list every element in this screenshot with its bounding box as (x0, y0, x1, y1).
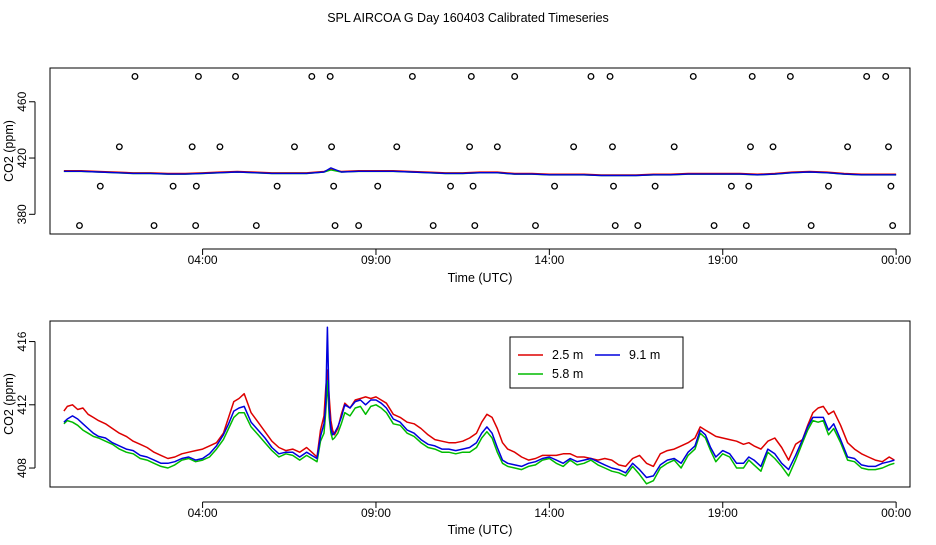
y-tick-label: 412 (15, 394, 29, 414)
x-tick-label: 04:00 (188, 506, 218, 520)
x-tick-label: 09:00 (361, 253, 391, 267)
calibration-point (727, 182, 735, 190)
calibration-point (393, 143, 401, 151)
calibration-point (355, 222, 363, 230)
series-line-1 (63, 369, 895, 468)
calibration-point (273, 182, 281, 190)
calibration-point (769, 143, 777, 151)
x-tick-label: 19:00 (708, 506, 738, 520)
calibration-point (551, 182, 559, 190)
page-title: SPL AIRCOA G Day 160403 Calibrated Times… (327, 11, 609, 25)
calibration-point (408, 72, 416, 80)
legend-label-2: 5.8 m (552, 367, 583, 381)
calibration-point (374, 182, 382, 190)
series-line-3 (63, 326, 895, 479)
calibration-point (291, 143, 298, 151)
plot-frame (49, 320, 911, 488)
calibration-point (115, 143, 123, 151)
calibration-point (587, 72, 595, 80)
calibration-point (192, 182, 200, 190)
calibration-point (493, 143, 501, 151)
legend-label-1: 2.5 m (552, 348, 583, 362)
calibration-point (429, 222, 437, 230)
x-tick-label: 00:00 (881, 506, 911, 520)
calibration-point (825, 182, 832, 190)
y-axis-label: CO2 (ppm) (2, 120, 16, 182)
y-tick-label: 460 (15, 91, 29, 111)
calibration-point (689, 72, 697, 80)
series-line-2 (63, 380, 895, 485)
calibration-point (331, 222, 339, 230)
calibration-point (745, 182, 753, 190)
x-axis-label: Time (UTC) (448, 523, 513, 537)
calibration-point (609, 143, 616, 151)
bottom-panel: 04:00 09:00 14:00 19:00 00:00 408 412 416 Time (… (2, 320, 911, 537)
y-tick-label: 420 (15, 148, 29, 168)
legend-label-3: 9.1 m (629, 348, 660, 362)
calibration-point (670, 143, 678, 151)
calibration-point (710, 222, 718, 230)
plot-area (63, 326, 895, 485)
calibration-point (232, 72, 239, 80)
calibration-point (466, 143, 474, 151)
calibration-point (610, 182, 617, 190)
x-tick-label: 00:00 (881, 253, 911, 267)
x-tick-label: 14:00 (534, 506, 564, 520)
calibration-point (748, 72, 756, 80)
calibration-point (885, 143, 892, 151)
calibration-point (469, 182, 477, 190)
calibration-point (192, 222, 200, 230)
calibration-point (467, 72, 475, 80)
calibration-point (606, 72, 614, 80)
calibration-point (447, 182, 454, 190)
calibration-point (634, 222, 642, 230)
legend: 2.5 m 5.8 m 9.1 m (509, 336, 684, 389)
calibration-point (76, 222, 83, 230)
calibration-point (169, 182, 177, 190)
series-line-3 (63, 167, 897, 177)
calibration-point (308, 72, 316, 80)
y-tick-label: 380 (15, 204, 29, 224)
x-tick-label: 04:00 (188, 253, 218, 267)
calibration-point (150, 222, 158, 230)
calibration-point (194, 72, 202, 80)
calibration-point (887, 182, 895, 190)
calibration-point (863, 72, 871, 80)
calibration-point (651, 182, 659, 190)
calibration-point (570, 143, 578, 151)
calibration-point (131, 72, 139, 80)
legend-box (509, 336, 684, 389)
calibration-point (326, 72, 334, 80)
calibration-point (889, 222, 897, 230)
calibration-point (882, 72, 890, 80)
plot-area (63, 72, 897, 230)
calibration-point (844, 143, 852, 151)
calibration-point (328, 143, 336, 151)
x-tick-label: 14:00 (534, 253, 564, 267)
calibration-point (188, 143, 196, 151)
calibration-point (786, 72, 794, 80)
calibration-point (471, 222, 479, 230)
y-axis-label: CO2 (ppm) (2, 373, 16, 435)
y-tick-label: 416 (15, 331, 29, 351)
calibration-point (747, 143, 754, 151)
calibration-point (611, 222, 619, 230)
calibration-point (252, 222, 260, 230)
calibration-point (216, 143, 224, 151)
top-panel: 04:00 09:00 14:00 19:00 00:00 380 420 460 Time (… (2, 67, 911, 285)
calibration-point (532, 222, 539, 230)
calibration-point (742, 222, 750, 230)
calibration-point (807, 222, 815, 230)
calibration-point (96, 182, 104, 190)
x-tick-label: 09:00 (361, 506, 391, 520)
calibration-point (511, 72, 519, 80)
x-axis-label: Time (UTC) (448, 271, 513, 285)
x-tick-label: 19:00 (708, 253, 738, 267)
calibration-point (330, 182, 338, 190)
plot-frame (49, 67, 911, 235)
y-tick-label: 408 (15, 458, 29, 478)
